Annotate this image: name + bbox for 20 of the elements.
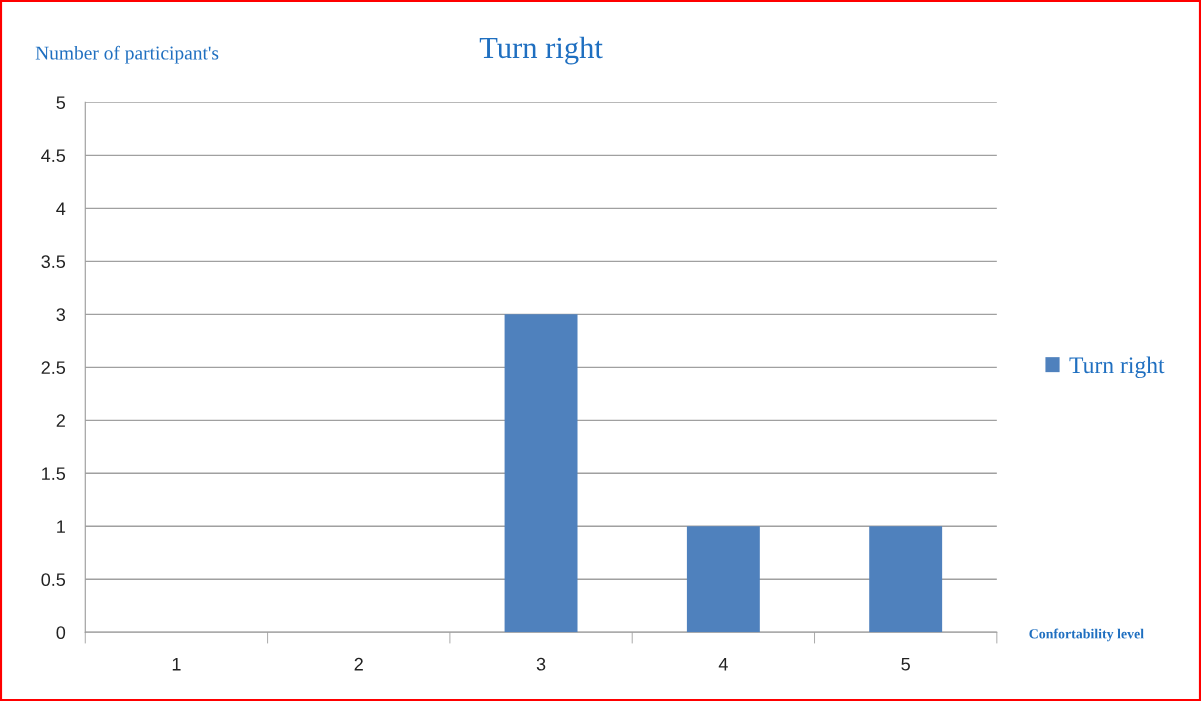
y-tick-label: 3.5 [41,255,66,269]
chart-title: Turn right [479,36,603,65]
x-tick-label: 2 [354,657,363,671]
y-tick-label: 4 [56,202,66,215]
y-tick-label: 0.5 [41,573,66,587]
y-tick-label: 2 [56,414,65,427]
y-tick-label: 1.5 [42,467,66,481]
x-tick-label: 4 [718,657,728,671]
y-tick-label: 3 [56,308,66,322]
y-tick-label: 1 [57,520,65,533]
y-tick-label: 0 [56,626,66,640]
y-axis-title: Number of participant's [35,45,219,64]
x-tick-label: 1 [172,657,181,671]
y-tick-label: 4.5 [41,149,66,163]
x-axis-title: Confortability level [1029,628,1144,642]
y-tick-label: 5 [56,96,66,110]
x-tick-label: 5 [901,657,910,671]
x-tick-label: 3 [536,657,546,671]
legend-label: Turn right [1069,356,1165,379]
y-tick-label: 2.5 [41,361,66,375]
